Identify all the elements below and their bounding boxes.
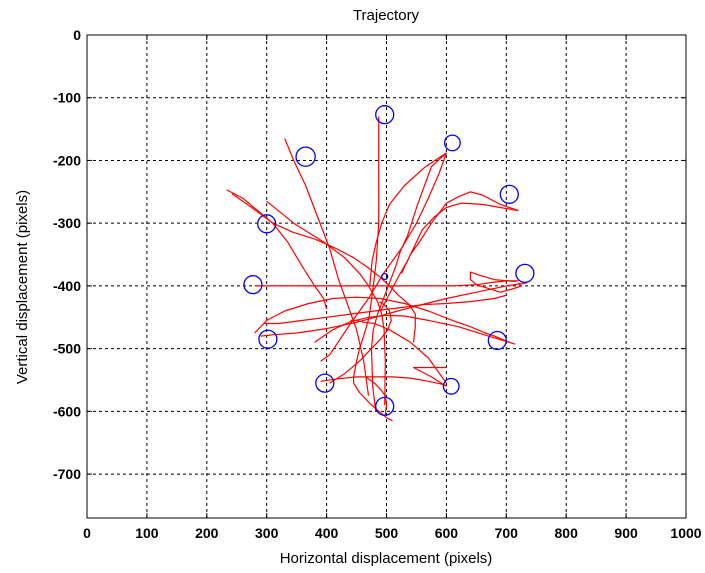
x-tick-label: 400 xyxy=(315,525,339,541)
target-circle xyxy=(258,329,278,349)
trajectory-path xyxy=(400,191,519,274)
y-tick-label: -400 xyxy=(53,278,81,294)
target-circle xyxy=(375,105,395,125)
trajectory-path xyxy=(365,376,388,415)
trajectory-path xyxy=(284,138,370,396)
target-circle xyxy=(375,396,395,416)
target-circle xyxy=(515,263,535,283)
target-circle xyxy=(295,146,316,167)
x-axis-title: Horizontal displacement (pixels) xyxy=(280,550,493,567)
y-tick-label: -600 xyxy=(53,403,81,419)
trajectory-path xyxy=(469,271,522,293)
target-circle xyxy=(499,184,519,204)
x-tick-label: 900 xyxy=(614,525,638,541)
trajectory-path xyxy=(370,152,447,412)
target-circle xyxy=(443,134,461,152)
trajectory-path xyxy=(350,319,447,384)
trajectory-path xyxy=(254,280,519,287)
target-circle xyxy=(442,377,460,395)
x-tick-label: 700 xyxy=(495,525,519,541)
ticks-layer: 0 100 200 300 400 500 600 700 800 900 1000 0 -100 -20… xyxy=(53,27,702,541)
y-tick-label: -700 xyxy=(53,466,81,482)
trajectory-layer xyxy=(226,116,528,422)
y-tick-label: -300 xyxy=(53,215,81,231)
y-tick-label: -100 xyxy=(53,90,81,106)
x-tick-label: 0 xyxy=(83,525,91,541)
y-tick-label: -200 xyxy=(53,152,81,168)
target-layer xyxy=(243,105,535,416)
trajectory-path xyxy=(254,296,510,343)
x-tick-label: 800 xyxy=(555,525,579,541)
x-tick-label: 100 xyxy=(135,525,159,541)
y-tick-label: -500 xyxy=(53,341,81,357)
chart-title: Trajectory xyxy=(353,7,420,24)
x-tick-label: 600 xyxy=(435,525,459,541)
trajectory-path xyxy=(314,314,516,345)
trajectory-path xyxy=(379,202,519,312)
target-circle xyxy=(487,330,507,351)
trajectory-path xyxy=(412,366,447,387)
x-tick-label: 200 xyxy=(195,525,219,541)
trajectory-path xyxy=(320,376,447,387)
trajectory-path xyxy=(231,193,416,343)
trajectory-path xyxy=(369,152,447,286)
trajectory-path xyxy=(226,189,328,310)
trajectory-path xyxy=(320,152,447,362)
y-tick-label: 0 xyxy=(73,27,81,43)
grid-layer xyxy=(87,35,686,518)
y-axis-title: Vertical displacement (pixels) xyxy=(14,190,31,384)
target-circle xyxy=(243,275,263,295)
target-circle xyxy=(381,272,389,281)
x-tick-label: 1000 xyxy=(670,525,701,541)
target-circle xyxy=(315,373,335,393)
x-tick-label: 500 xyxy=(375,525,399,541)
x-tick-label: 300 xyxy=(255,525,279,541)
trajectory-path xyxy=(329,301,392,384)
trajectory-path xyxy=(263,294,507,325)
target-circle xyxy=(257,214,277,234)
trajectory-path xyxy=(260,282,528,337)
